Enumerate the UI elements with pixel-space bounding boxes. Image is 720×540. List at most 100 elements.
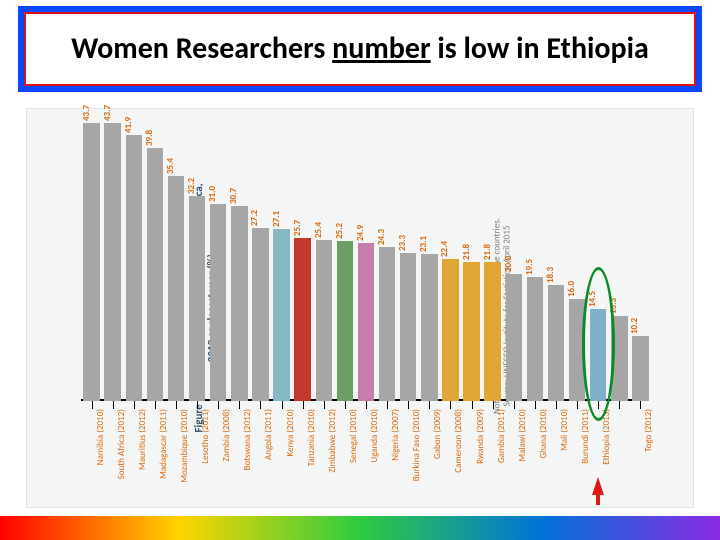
- bar-value-label: 25.4: [313, 221, 324, 237]
- bar-rect: [294, 238, 310, 401]
- bar-category-wrapper: Gabon (2009): [421, 401, 437, 497]
- bar-Tanzania (2010): 25.7Tanzania (2010): [294, 238, 310, 401]
- bar-category-wrapper: Lesotho (2011): [189, 401, 205, 497]
- bar-category-wrapper: Kenya (2010): [273, 401, 289, 497]
- bar-rect: [210, 204, 226, 401]
- bar-rect: [168, 176, 184, 401]
- bar-Namibia (2010): 43.7Namibia (2010): [83, 123, 99, 401]
- bar-Gabon (2009): 23.1Gabon (2009): [421, 254, 437, 401]
- bar-rect: [484, 262, 500, 401]
- bar-category-wrapper: Senegal (2010): [337, 401, 353, 497]
- bar-rect: [590, 309, 606, 401]
- bar-value-label: 21.8: [482, 244, 493, 260]
- bar-category-wrapper: Botswana (2012): [231, 401, 247, 497]
- bar-value-label: 35.4: [165, 158, 176, 174]
- bar-category-wrapper: Rwanda (2009): [463, 401, 479, 497]
- bar-Mali (2010): 18.3Mali (2010): [548, 285, 564, 401]
- bar-category-wrapper: Madagascar (2011): [147, 401, 163, 497]
- bar-value-label: 39.8: [144, 130, 155, 146]
- bar-rect: [104, 123, 120, 401]
- bar-rect: [400, 253, 416, 401]
- bar-value-label: 19.5: [524, 259, 535, 275]
- bar-value-label: 20.0: [503, 256, 514, 272]
- bar-rect: [421, 254, 437, 401]
- bar-rect: [147, 148, 163, 401]
- bar-Angola (2011): 27.2Angola (2011): [252, 228, 268, 401]
- bar-value-label: 30.7: [228, 188, 239, 204]
- bar-value-label: 41.9: [123, 117, 134, 133]
- bar-Kenya (2010): 27.1Kenya (2010): [273, 229, 289, 401]
- bar-Lesotho (2011): 32.2Lesotho (2011): [189, 196, 205, 401]
- bar-category-label: Ethiopia (2013): [601, 409, 612, 465]
- bar-Botswana (2012): 30.7Botswana (2012): [231, 206, 247, 401]
- bar-category-wrapper: Zambia (2008): [210, 401, 226, 497]
- bar-Ghana (2010): 19.5Ghana (2010): [527, 277, 543, 401]
- bar-category-wrapper: Mozambique (2010): [168, 401, 184, 497]
- bar-Zambia (2008): 31.0Zambia (2008): [210, 204, 226, 401]
- bar-rect: [463, 262, 479, 401]
- bar-value-label: 23.1: [418, 236, 429, 252]
- bar-category-wrapper: Mauritius (2012): [126, 401, 142, 497]
- title-inner-border: Women Researchers number is low in Ethio…: [24, 12, 696, 86]
- bar-value-label: 16.0: [566, 281, 577, 297]
- bar-rect: [442, 259, 458, 401]
- bar-value-label: 23.3: [397, 235, 408, 251]
- bar-value-label: 21.8: [461, 244, 472, 260]
- bar-South Africa (2012): 43.7South Africa (2012): [104, 123, 120, 401]
- bar-value-label: 14.5: [587, 291, 598, 307]
- bar-category-wrapper: Angola (2011): [252, 401, 268, 497]
- bar-tick: [619, 401, 620, 409]
- bar-value-label: 18.3: [545, 267, 556, 283]
- plot-area: 43.7Namibia (2010) 43.7South Africa (2012…: [81, 117, 649, 497]
- bar-rect: [252, 228, 268, 401]
- bar-rect: [527, 277, 543, 401]
- bar-rect: [337, 241, 353, 401]
- ethiopia-arrow-stem: [596, 493, 600, 505]
- bar-category-wrapper: Ghana (2010): [527, 401, 543, 497]
- bar-value-label: 24.3: [376, 228, 387, 244]
- bar-unlabeled: 13.3: [611, 316, 627, 401]
- bar-rect: [506, 274, 522, 401]
- bar-value-label: 24.9: [355, 225, 366, 241]
- bar-Burkina Faso (2010): 23.3Burkina Faso (2010): [400, 253, 416, 401]
- bar-value-label: 31.0: [207, 186, 218, 202]
- title-container: Women Researchers number is low in Ethio…: [18, 6, 702, 92]
- bar-Rwanda (2009): 21.8Rwanda (2009): [463, 262, 479, 401]
- bar-value-label: 10.2: [629, 318, 640, 334]
- bar-value-label: 25.7: [292, 220, 303, 236]
- bar-category-wrapper: Mali (2010): [548, 401, 564, 497]
- bar-value-label: 43.7: [102, 105, 113, 121]
- bar-rect: [231, 206, 247, 401]
- bar-category-wrapper: Cameroon (2008): [442, 401, 458, 497]
- bar-rect: [126, 135, 142, 401]
- bar-Cameroon (2008): 22.4Cameroon (2008): [442, 259, 458, 401]
- bar-rect: [548, 285, 564, 401]
- bar-rect: [316, 240, 332, 401]
- bar-rect: [273, 229, 289, 401]
- bar-value-label: 13.3: [608, 298, 619, 314]
- bar-category-wrapper: Zimbabwe (2012): [316, 401, 332, 497]
- bar-Mauritius (2012): 41.9Mauritius (2012): [126, 135, 142, 401]
- bar-Malawi (2010): 20.0Malawi (2010): [506, 274, 522, 401]
- bar-value-label: 22.4: [439, 241, 450, 257]
- slide-title: Women Researchers number is low in Ethio…: [71, 33, 649, 65]
- bar-rect: [83, 123, 99, 401]
- bar-Burundi (2011): 16.0Burundi (2011): [569, 299, 585, 401]
- bar-Uganda (2010): 24.9Uganda (2010): [358, 243, 374, 401]
- bar-category-label: Togo (2012): [643, 409, 654, 452]
- bar-category-wrapper: Burkina Faso (2010): [400, 401, 416, 497]
- bar-value-label: 25.2: [334, 223, 345, 239]
- bar-Mozambique (2010): 35.4Mozambique (2010): [168, 176, 184, 401]
- bar-value-label: 32.2: [186, 178, 197, 194]
- chart-panel: Figure 19.3: Women researchers in sub-Sa…: [26, 108, 694, 508]
- bar-Madagascar (2011): 39.8Madagascar (2011): [147, 148, 163, 401]
- bar-rect: [632, 336, 648, 401]
- bar-rect: [569, 299, 585, 401]
- bar-value-label: 27.1: [271, 211, 282, 227]
- bar-category-wrapper: South Africa (2012): [104, 401, 120, 497]
- bar-value-label: 27.2: [249, 210, 260, 226]
- slide-footer-rainbow: [0, 516, 720, 540]
- bar-Ethiopia (2013): 14.5Ethiopia (2013): [590, 309, 606, 401]
- bar-Togo (2012): 10.2Togo (2012): [632, 336, 648, 401]
- bar-rect: [611, 316, 627, 401]
